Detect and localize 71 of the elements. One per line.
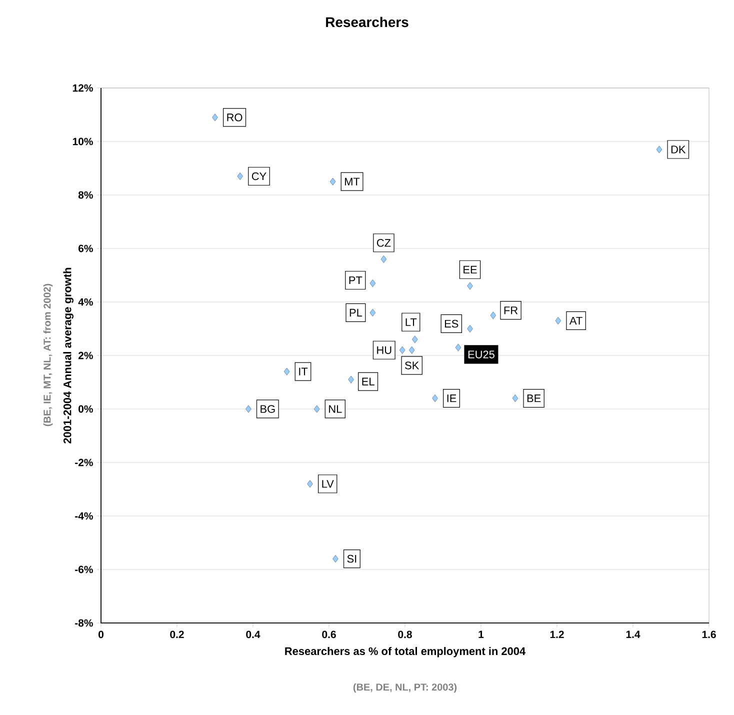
text: (BE, IE, MT, NL, AT: from 2002) (43, 284, 53, 426)
annotation: EU25 (468, 350, 494, 358)
point (330, 178, 336, 186)
y-tick-label: -4% (75, 512, 93, 520)
point (307, 480, 313, 488)
x-axis-title: Researchers as % of total employment in 2004 (285, 647, 526, 658)
point (455, 344, 462, 352)
x-tick-label: 1.6 (702, 630, 716, 638)
y-tick-label: 2% (78, 352, 93, 360)
chart-title: Researchers (326, 16, 408, 28)
point (467, 324, 473, 333)
x-tick-label: 1 (478, 630, 484, 638)
point (370, 308, 376, 316)
annotation: BE (527, 394, 541, 402)
point (332, 554, 338, 563)
y-axis-title: 2001-2004 Annual average growth (63, 268, 74, 444)
point (512, 394, 518, 402)
annotation: IT (299, 368, 308, 376)
x-tick-label: 0.8 (398, 630, 412, 638)
y-tick-label: -2% (75, 458, 93, 466)
y-tick-label: 12% (72, 84, 93, 92)
x-tick-label: 0.4 (246, 630, 260, 638)
point (399, 346, 406, 354)
annotation: CZ (376, 239, 391, 247)
point (490, 312, 496, 320)
annotation: PT (349, 276, 362, 284)
y-tick-label: 4% (78, 298, 93, 306)
point (656, 146, 662, 154)
x-tick-label: 0.6 (322, 630, 336, 638)
text: (BE, DE, NL, PT: 2003) (353, 683, 457, 693)
annotation: LV (322, 480, 334, 488)
annotation: IE (447, 394, 456, 402)
point (467, 282, 473, 290)
point (246, 405, 252, 413)
annotation: SK (405, 362, 420, 370)
x-tick-label: 0 (98, 630, 104, 638)
annotation: EE (464, 266, 477, 274)
y-tick-label: 6% (78, 244, 93, 252)
annotation: ES (444, 320, 458, 328)
annotation: LT (406, 318, 417, 326)
annotation: SI (347, 554, 356, 563)
point (212, 114, 218, 122)
point (284, 368, 290, 376)
annotation: FR (504, 306, 518, 314)
annotation: DK (671, 146, 686, 154)
annotation: BG (260, 405, 275, 413)
annotation: HU (377, 346, 392, 354)
x-tick-label: 1.2 (550, 630, 564, 638)
y-tick-label: -8% (75, 619, 93, 627)
x-tick-label: 0.2 (170, 630, 184, 638)
point (348, 376, 354, 384)
y-tick-label: 0% (78, 405, 93, 413)
annotation: AT (569, 316, 582, 324)
y-tick-label: 10% (72, 138, 93, 146)
point (314, 405, 320, 413)
point (380, 255, 387, 263)
annotation: RO (227, 114, 242, 122)
point (408, 346, 415, 354)
point (370, 279, 376, 288)
point (555, 316, 562, 325)
x-tick-label: 1.4 (626, 630, 640, 638)
point (432, 394, 438, 402)
annotation: MT (345, 178, 360, 186)
point (412, 336, 418, 344)
annotation: PL (350, 308, 362, 316)
y-tick-label: 8% (78, 191, 93, 199)
y-tick-label: -6% (75, 566, 93, 574)
point (237, 172, 243, 180)
annotation: EL (362, 378, 374, 386)
annotation: CY (252, 172, 266, 180)
annotation: NL (329, 405, 342, 413)
